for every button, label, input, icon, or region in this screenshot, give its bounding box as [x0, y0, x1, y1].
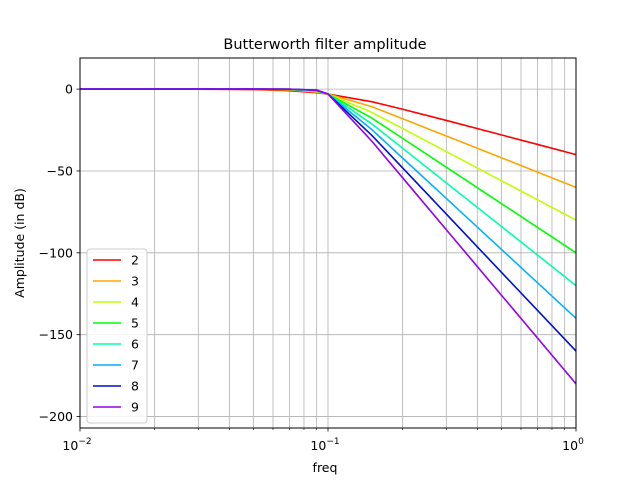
- legend-label-5: 5: [131, 316, 139, 331]
- y-tick-label: −150: [39, 327, 73, 342]
- legend-label-8: 8: [131, 379, 139, 394]
- legend-label-6: 6: [131, 337, 139, 352]
- x-tick-exponent: 0: [578, 437, 584, 447]
- legend: 2 3 4 5 6 7 8 9: [86, 248, 148, 424]
- x-tick-exponent: −1: [326, 437, 339, 447]
- x-tick-exponent: −2: [78, 437, 91, 447]
- y-tick-label: 0: [65, 82, 73, 97]
- series-line-9: [80, 88, 577, 385]
- series-lines: [80, 88, 577, 385]
- x-axis-label: freq: [313, 460, 338, 475]
- legend-label-4: 4: [131, 295, 139, 310]
- y-tick-label: −50: [47, 163, 73, 178]
- y-tick-label: −100: [39, 245, 73, 260]
- y-axis-label: Amplitude (in dB): [12, 188, 27, 298]
- grid: [79, 58, 576, 428]
- chart-title: Butterworth filter amplitude: [223, 37, 426, 53]
- y-tick-label: −200: [39, 409, 73, 424]
- legend-label-9: 9: [131, 400, 139, 415]
- legend-label-3: 3: [131, 274, 139, 289]
- legend-label-7: 7: [131, 358, 139, 373]
- legend-label-2: 2: [131, 253, 139, 268]
- legend-box: [86, 248, 148, 424]
